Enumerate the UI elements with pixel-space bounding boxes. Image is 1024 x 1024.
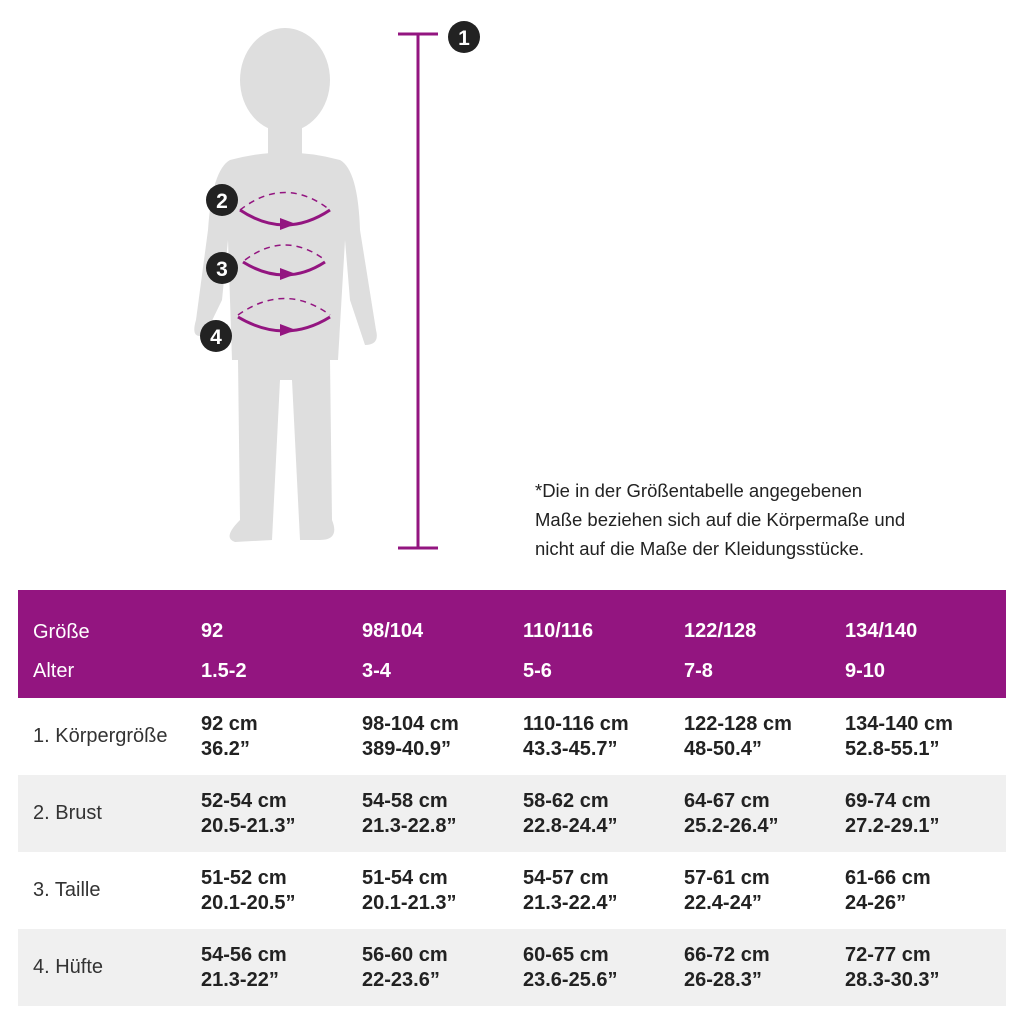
age-value: 1.5-2 [201, 659, 247, 682]
size-value: 134/140 [845, 620, 918, 642]
ring-arrows [280, 218, 296, 336]
inch-value: 21.3-22” [201, 968, 279, 991]
note-line: Maße beziehen sich auf die Körpermaße un… [535, 509, 906, 530]
note-line: nicht auf die Maße der Kleidungsstücke. [535, 538, 865, 559]
inch-value: 20.5-21.3” [201, 814, 296, 837]
measure-cell: 122-128 cm 48-50.4” [684, 698, 845, 775]
markers: 1 2 3 4 [200, 21, 480, 352]
row-label: 3. Taille [33, 879, 101, 901]
cm-value: 110-116 cm [523, 712, 629, 735]
cm-value: 54-56 cm [201, 943, 287, 966]
cm-value: 51-52 cm [201, 866, 287, 889]
marker-2: 2 [216, 190, 228, 213]
measure-cell: 92 cm 36.2” [201, 698, 362, 775]
age-header-row: Alter 1.5-2 3-4 5-6 7-8 9-10 [18, 644, 1006, 698]
inch-value: 52.8-55.1” [845, 737, 940, 760]
measure-cell: 58-62 cm 22.8-24.4” [523, 775, 684, 852]
measure-cell: 64-67 cm 25.2-26.4” [684, 775, 845, 852]
inch-value: 22.8-24.4” [523, 814, 618, 837]
inch-value: 25.2-26.4” [684, 814, 779, 837]
size-label: Größe [33, 621, 90, 643]
cm-value: 57-61 cm [684, 866, 770, 889]
row-label: 4. Hüfte [33, 956, 104, 978]
cm-value: 56-60 cm [362, 943, 448, 966]
marker-1: 1 [458, 27, 470, 50]
inch-value: 22-23.6” [362, 968, 440, 991]
cm-value: 51-54 cm [362, 866, 448, 889]
measure-cell: 72-77 cm 28.3-30.3” [845, 929, 1006, 1006]
cm-value: 52-54 cm [201, 789, 287, 812]
cm-value: 54-58 cm [362, 789, 448, 812]
measure-cell: 69-74 cm 27.2-29.1” [845, 775, 1006, 852]
size-value: 98/104 [362, 620, 424, 642]
inch-value: 48-50.4” [684, 737, 762, 760]
cm-value: 98-104 cm [362, 712, 459, 735]
inch-value: 26-28.3” [684, 968, 762, 991]
inch-value: 20.1-21.3” [362, 891, 457, 914]
measure-cell: 52-54 cm 20.5-21.3” [201, 775, 362, 852]
measure-cell: 98-104 cm 389-40.9” [362, 698, 523, 775]
age-value: 9-10 [845, 659, 886, 682]
age-value: 5-6 [523, 659, 552, 682]
measure-cell: 61-66 cm 24-26” [845, 852, 1006, 929]
inch-value: 389-40.9” [362, 737, 451, 760]
measure-cell: 51-54 cm 20.1-21.3” [362, 852, 523, 929]
size-value: 92 [201, 620, 224, 642]
inch-value: 21.3-22.8” [362, 814, 457, 837]
measure-cell: 134-140 cm 52.8-55.1” [845, 698, 1006, 775]
cm-value: 92 cm [201, 712, 258, 735]
table-row: 2. Brust 52-54 cm 20.5-21.3” 54-58 cm 21.3-2… [18, 775, 1006, 852]
size-value: 110/116 [523, 620, 594, 642]
measure-cell: 60-65 cm 23.6-25.6” [523, 929, 684, 1006]
measurement-figure: 1 2 3 4 [194, 21, 480, 550]
measure-cell: 56-60 cm 22-23.6” [362, 929, 523, 1006]
measure-cell: 54-58 cm 21.3-22.8” [362, 775, 523, 852]
measure-cell: 51-52 cm 20.1-20.5” [201, 852, 362, 929]
age-value: 3-4 [362, 659, 391, 682]
measure-cell: 66-72 cm 26-28.3” [684, 929, 845, 1006]
cm-value: 122-128 cm [684, 712, 792, 735]
inch-value: 28.3-30.3” [845, 968, 940, 991]
table-row: 1. Körpergröße 92 cm 36.2” 98-104 cm 389-40.… [18, 698, 1006, 775]
inch-value: 22.4-24” [684, 891, 762, 914]
size-header-row: Größe 92 98/104 110/116 122/128 134/140 [18, 590, 1006, 644]
size-table: Größe 92 98/104 110/116 122/128 134/140 … [18, 590, 1006, 1006]
row-label: 2. Brust [33, 802, 102, 824]
cm-value: 72-77 cm [845, 943, 931, 966]
measure-cell: 54-56 cm 21.3-22” [201, 929, 362, 1006]
cm-value: 66-72 cm [684, 943, 770, 966]
cm-value: 64-67 cm [684, 789, 770, 812]
size-note: *Die in der Größentabelle angegebenen Ma… [535, 476, 905, 563]
cm-value: 60-65 cm [523, 943, 609, 966]
age-value: 7-8 [684, 659, 713, 682]
inch-value: 24-26” [845, 891, 907, 914]
age-label: Alter [33, 659, 75, 682]
measure-cell: 110-116 cm 43.3-45.7” [523, 698, 684, 775]
inch-value: 43.3-45.7” [523, 737, 618, 760]
measure-cell: 54-57 cm 21.3-22.4” [523, 852, 684, 929]
measure-cell: 57-61 cm 22.4-24” [684, 852, 845, 929]
cm-value: 54-57 cm [523, 866, 609, 889]
inch-value: 36.2” [201, 737, 250, 760]
marker-4: 4 [210, 326, 222, 349]
height-line [398, 32, 438, 550]
inch-value: 21.3-22.4” [523, 891, 618, 914]
inch-value: 23.6-25.6” [523, 968, 618, 991]
inch-value: 20.1-20.5” [201, 891, 296, 914]
size-value: 122/128 [684, 620, 757, 642]
cm-value: 134-140 cm [845, 712, 953, 735]
marker-3: 3 [216, 258, 228, 281]
cm-value: 69-74 cm [845, 789, 931, 812]
inch-value: 27.2-29.1” [845, 814, 940, 837]
child-silhouette [194, 28, 377, 542]
cm-value: 58-62 cm [523, 789, 609, 812]
cm-value: 61-66 cm [845, 866, 931, 889]
note-line: *Die in der Größentabelle angegebenen [535, 480, 863, 501]
table-row: 3. Taille 51-52 cm 20.1-20.5” 51-54 cm 20.1-… [18, 852, 1006, 929]
table-row: 4. Hüfte 54-56 cm 21.3-22” 56-60 cm 22-23.6”… [18, 929, 1006, 1006]
row-label: 1. Körpergröße [33, 725, 168, 747]
